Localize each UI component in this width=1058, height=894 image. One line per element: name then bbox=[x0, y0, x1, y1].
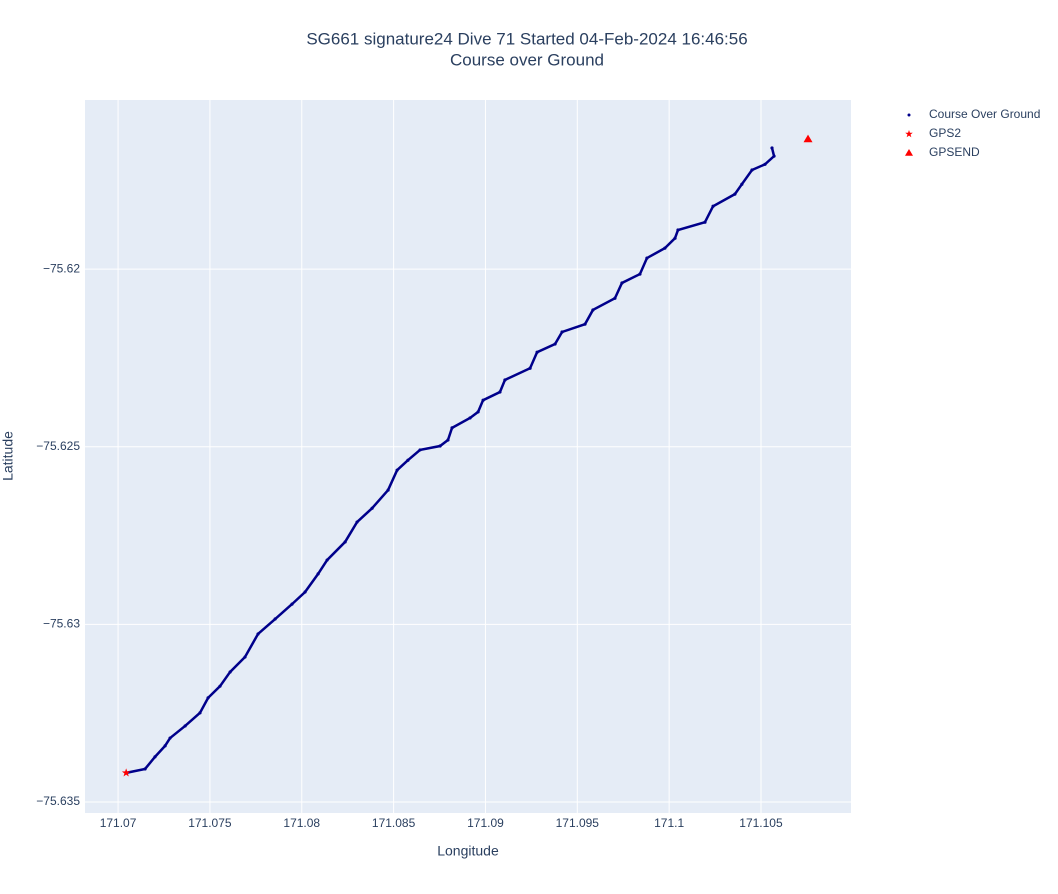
point bbox=[143, 767, 147, 771]
x-tick-label: 171.08 bbox=[283, 816, 320, 830]
y-tick-label: −75.635 bbox=[36, 794, 80, 808]
legend-symbol bbox=[907, 113, 911, 117]
legend-label: Course Over Ground bbox=[929, 107, 1040, 121]
point bbox=[740, 182, 744, 186]
point bbox=[243, 655, 247, 659]
point bbox=[206, 696, 210, 700]
point bbox=[638, 272, 642, 276]
point bbox=[168, 736, 172, 740]
point bbox=[711, 204, 715, 208]
x-tick-label: 171.075 bbox=[188, 816, 232, 830]
point bbox=[620, 281, 624, 285]
point bbox=[468, 416, 472, 420]
point bbox=[395, 468, 399, 472]
y-tick-label: −75.625 bbox=[36, 439, 80, 453]
point bbox=[772, 154, 776, 158]
point bbox=[163, 744, 167, 748]
point bbox=[325, 558, 329, 562]
point bbox=[703, 220, 707, 224]
point bbox=[370, 506, 374, 510]
legend-symbol bbox=[905, 130, 913, 138]
y-tick-label: −75.63 bbox=[43, 617, 80, 631]
point bbox=[303, 590, 307, 594]
point bbox=[290, 602, 294, 606]
point bbox=[583, 322, 587, 326]
point bbox=[386, 488, 390, 492]
x-tick-label: 171.09 bbox=[467, 816, 504, 830]
point bbox=[803, 134, 813, 143]
point bbox=[553, 342, 557, 346]
point bbox=[406, 458, 410, 462]
y-axis-label: Latitude bbox=[0, 431, 16, 481]
point bbox=[763, 162, 767, 166]
x-axis-label: Longitude bbox=[437, 843, 499, 859]
point bbox=[591, 308, 595, 312]
x-tick-label: 171.07 bbox=[100, 816, 137, 830]
point bbox=[663, 246, 667, 250]
point bbox=[198, 711, 202, 715]
legend-label: GPSEND bbox=[929, 145, 980, 159]
point bbox=[446, 438, 450, 442]
point bbox=[450, 426, 454, 430]
point bbox=[676, 228, 680, 232]
x-tick-label: 171.1 bbox=[654, 816, 684, 830]
point bbox=[613, 296, 617, 300]
point bbox=[673, 236, 677, 240]
chart-subtitle: Course over Ground bbox=[450, 50, 604, 69]
plot-area bbox=[85, 100, 851, 813]
point bbox=[183, 724, 187, 728]
x-tick-label: 171.105 bbox=[739, 816, 783, 830]
point bbox=[770, 146, 774, 150]
point bbox=[528, 366, 532, 370]
point bbox=[256, 632, 260, 636]
point bbox=[218, 684, 222, 688]
point bbox=[498, 390, 502, 394]
x-tick-label: 171.085 bbox=[372, 816, 416, 830]
point bbox=[438, 444, 442, 448]
point bbox=[645, 256, 649, 260]
point bbox=[121, 768, 131, 777]
point bbox=[228, 670, 232, 674]
point bbox=[733, 192, 737, 196]
point bbox=[750, 168, 754, 172]
x-tick-label: 171.095 bbox=[556, 816, 600, 830]
point bbox=[560, 330, 564, 334]
legend-label: GPS2 bbox=[929, 126, 961, 140]
point bbox=[476, 410, 480, 414]
chart-title: SG661 signature24 Dive 71 Started 04-Feb… bbox=[306, 29, 747, 48]
point bbox=[273, 617, 277, 621]
point bbox=[153, 755, 157, 759]
point bbox=[503, 378, 507, 382]
point bbox=[343, 540, 347, 544]
y-tick-label: −75.62 bbox=[43, 261, 80, 275]
point bbox=[481, 398, 485, 402]
legend-symbol bbox=[905, 149, 913, 156]
point bbox=[316, 572, 320, 576]
point bbox=[355, 520, 359, 524]
point bbox=[418, 448, 422, 452]
point bbox=[535, 350, 539, 354]
